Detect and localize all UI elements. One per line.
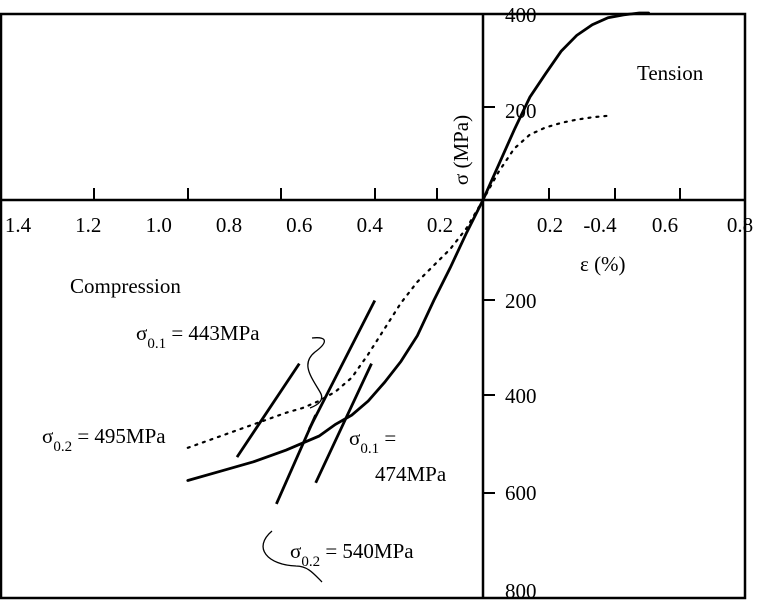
solid-curve [186,11,650,482]
series-layer [186,11,650,482]
annotation-sigma02-solid: σ0.2 = 540MPa [290,539,414,570]
compression-label: Compression [70,274,181,298]
y-tick-label: 800 [505,579,537,600]
proof-line [275,414,317,505]
proof-lines [235,299,377,505]
x-tick-label: 0.8 [216,213,242,237]
y-tick-label: 400 [505,3,537,27]
x-tick-label: 0.8 [727,213,753,237]
x-tick-label: 0.6 [286,213,312,237]
annotations: σ0.1 = 443MPa σ0.2 = 495MPa σ0.1 = 474MPa σ0… [42,321,447,570]
y-tick-label: 200 [505,289,537,313]
dotted-curve [186,114,610,449]
x-tick-label: 0.6 [652,213,678,237]
x-tick-label: -0.4 [583,213,617,237]
x-tick-label: 0.2 [427,213,453,237]
y-tick-label: 400 [505,384,537,408]
annotation-sigma01-solid-value: 474MPa [375,462,447,486]
proof-line [235,362,301,458]
annotation-sigma01-dotted: σ0.1 = 443MPa [136,321,260,352]
x-tick-label: 1.2 [75,213,101,237]
x-tick-label: 1.0 [146,213,172,237]
x-tick-label: 0.2 [537,213,563,237]
proof-line [314,363,373,484]
x-tick-label: 0.4 [357,213,384,237]
x-axis-title: ε (%) [580,252,626,276]
annotation-sigma01-solid: σ0.1 = [349,426,396,457]
y-tick-label: 600 [505,481,537,505]
annotation-sigma02-dotted: σ0.2 = 495MPa [42,424,166,455]
tension-label: Tension [637,61,704,85]
axis-tick-labels: 1.4 1.2 1.0 0.8 0.6 0.4 0.2 0.2 -0.4 0.6 0.8 400 200… [5,3,753,600]
leader-sigma01-dotted [307,337,326,409]
plot-frame [0,12,747,600]
x-tick-label: 1.4 [5,213,32,237]
axis-ticks [93,106,681,494]
y-axis-title: σ (MPa) [449,115,473,185]
leader-sigma02-solid [262,530,323,583]
proof-line [307,299,377,430]
